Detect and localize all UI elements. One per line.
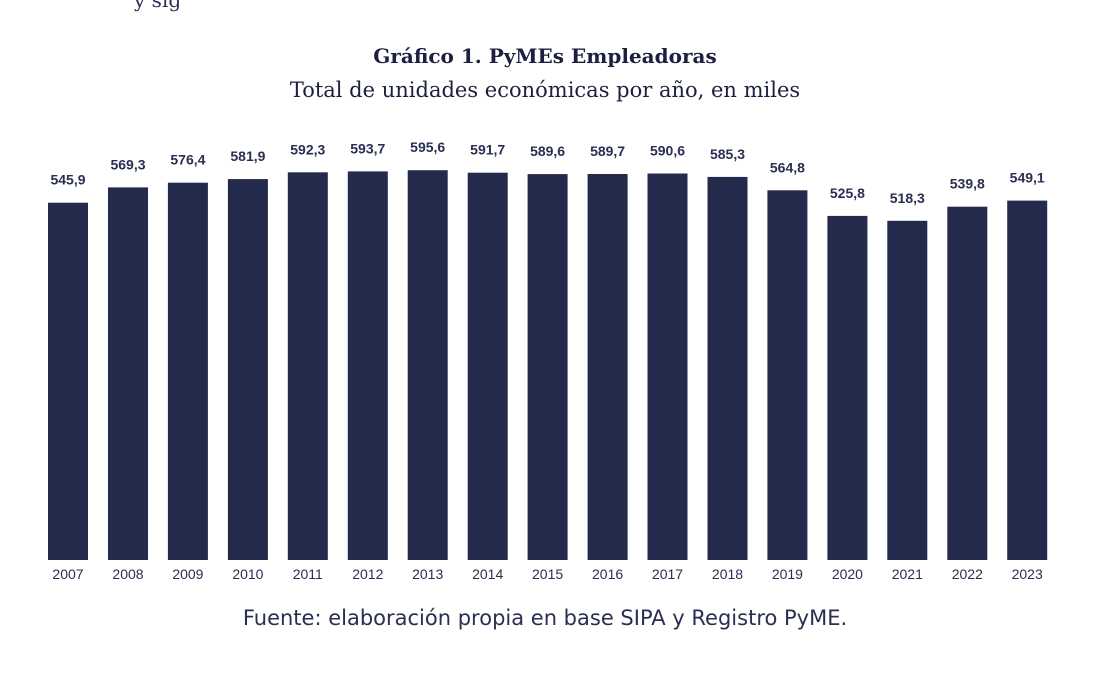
- bar-2014: [467, 172, 508, 560]
- x-tick-label-2019: 2019: [772, 566, 803, 582]
- bar-2023: [1007, 200, 1048, 560]
- bar-2013: [407, 170, 448, 560]
- x-tick-label-2015: 2015: [532, 566, 563, 582]
- value-labels-group: 545,9 569,3 576,4 581,9 592,3 593,7 595,6 591,7…: [50, 139, 1044, 206]
- source-note: Fuente: elaboración propia en base SIPA …: [242, 606, 848, 630]
- value-label-2021: 518,3: [890, 190, 925, 206]
- value-label-2016: 589,7: [590, 143, 625, 159]
- bar-2008: [108, 187, 148, 560]
- x-tick-label-2022: 2022: [952, 566, 983, 582]
- bar-2021: [887, 220, 928, 561]
- bar-2011: [287, 172, 328, 561]
- bar-2010: [227, 179, 268, 560]
- value-label-2007: 545,9: [50, 172, 85, 188]
- value-label-2013: 595,6: [410, 139, 445, 155]
- x-tick-label-2008: 2008: [112, 566, 143, 582]
- x-tick-label-2016: 2016: [592, 566, 623, 582]
- value-label-2010: 581,9: [230, 148, 265, 164]
- bar-2012: [347, 171, 388, 560]
- bar-2018: [707, 176, 748, 560]
- x-tick-label-2010: 2010: [232, 566, 263, 582]
- value-label-2018: 585,3: [710, 146, 745, 162]
- bar-2007: [48, 202, 88, 560]
- value-label-2009: 576,4: [170, 152, 205, 168]
- cut-off-text-content: y sig: [134, 0, 182, 12]
- x-tick-label-2017: 2017: [652, 566, 683, 582]
- cut-off-text: y sig: [0, 0, 1106, 12]
- x-tick-label-2013: 2013: [412, 566, 443, 582]
- x-tick-label-2023: 2023: [1012, 566, 1043, 582]
- value-label-2015: 589,6: [530, 143, 565, 159]
- value-label-2011: 592,3: [290, 141, 325, 157]
- value-label-2014: 591,7: [470, 142, 505, 158]
- x-tick-label-2018: 2018: [712, 566, 743, 582]
- x-tick-label-2009: 2009: [172, 566, 203, 582]
- value-label-2023: 549,1: [1010, 170, 1045, 186]
- value-label-2008: 569,3: [110, 156, 145, 172]
- bars-group: [48, 170, 1048, 561]
- chart-title: Gráfico 1. PyMEs Empleadoras: [373, 44, 717, 68]
- bar-2020: [827, 215, 868, 560]
- x-tick-label-2011: 2011: [293, 566, 323, 582]
- x-tick-label-2012: 2012: [352, 566, 383, 582]
- value-label-2020: 525,8: [830, 185, 865, 201]
- bar-2016: [587, 174, 628, 560]
- value-label-2012: 593,7: [350, 140, 385, 156]
- x-axis-ticks: 2007 2008 2009 2010 2011 2012 2013 2014 2015 2016…: [52, 566, 1043, 582]
- value-label-2019: 564,8: [770, 159, 805, 175]
- x-tick-label-2007: 2007: [52, 566, 83, 582]
- value-label-2017: 590,6: [650, 143, 685, 159]
- chart-subtitle: Total de unidades económicas por año, en…: [289, 78, 801, 102]
- x-tick-label-2020: 2020: [832, 566, 863, 582]
- value-label-2022: 539,8: [950, 176, 985, 192]
- x-tick-label-2021: 2021: [892, 566, 923, 582]
- bar-2009: [167, 182, 208, 560]
- bar-2015: [527, 174, 568, 560]
- bar-2017: [647, 173, 688, 560]
- bar-2022: [947, 206, 988, 560]
- bar-2019: [767, 190, 808, 561]
- x-tick-label-2014: 2014: [472, 566, 503, 582]
